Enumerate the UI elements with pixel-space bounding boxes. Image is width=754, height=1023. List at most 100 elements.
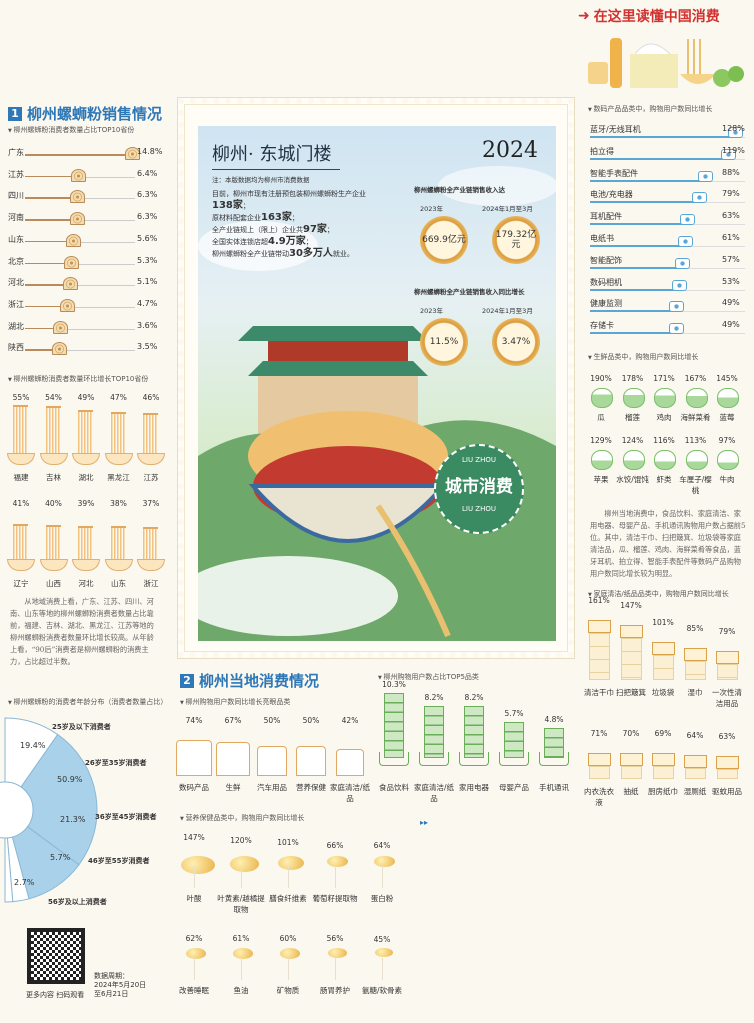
growth-value: 47% xyxy=(110,393,127,402)
growth-value: 39% xyxy=(77,499,95,508)
apple-icon xyxy=(685,388,708,408)
fresh-value: 113% xyxy=(684,436,707,445)
provinces-subtitle: 柳州螺蛳粉消费者数量占比TOP10省份 xyxy=(8,125,134,135)
top5-category: 家用电器 xyxy=(459,783,489,792)
camera-icon xyxy=(721,148,737,160)
period-label: 数据周期： xyxy=(94,972,129,980)
capsule-icon xyxy=(280,948,301,959)
hot-category: 数码产品 xyxy=(179,783,209,792)
hot-subtitle: 柳州购物用户数同比增长亮眼品类 xyxy=(180,697,290,707)
tissue-box-icon xyxy=(620,752,643,766)
fact-text: 原材料配套企业 xyxy=(212,214,261,222)
section-title-text: 柳州当地消费情况 xyxy=(199,672,320,690)
digital-category: 健康监测 xyxy=(590,299,622,309)
digital-value: 61% xyxy=(722,233,740,242)
top5-category: 食品饮料 xyxy=(379,783,409,792)
clean-value: 85% xyxy=(686,624,704,634)
fresh-category: 虾类 xyxy=(656,475,672,484)
stamp-fact: 目前，柳州市现有注册预包装柳州螺蛳粉生产企业 138家； xyxy=(212,188,382,212)
nutrition-value: 45% xyxy=(373,935,391,945)
digital-bar xyxy=(590,332,682,335)
province-value: 3.6% xyxy=(137,320,158,330)
stamp-year: 2024 xyxy=(482,138,538,163)
snail-bar xyxy=(25,154,130,156)
growth-value: 46% xyxy=(142,393,160,402)
noodle-bar xyxy=(110,526,126,561)
digital-category: 拍立得 xyxy=(590,146,614,156)
shopping-cart-icon xyxy=(419,752,449,766)
growth-province: 辽宁 xyxy=(13,579,29,588)
fact-number: 163家 xyxy=(261,212,292,223)
toilet-roll-icon xyxy=(336,748,364,776)
noodle-bar xyxy=(45,405,61,455)
bar-track xyxy=(65,306,135,308)
clean-category: 抽纸 xyxy=(623,787,639,796)
snail-icon xyxy=(64,255,80,269)
noodle-bar xyxy=(143,413,158,455)
section-number: 2 xyxy=(180,673,194,688)
top5-category: 家庭清洁/纸品 xyxy=(413,783,455,803)
top5-value: 8.2% xyxy=(424,693,444,703)
tissue-box-icon xyxy=(716,755,739,769)
toilet-roll-icon xyxy=(296,746,326,776)
snail-icon xyxy=(60,298,76,312)
tissue-box-icon xyxy=(588,752,611,766)
province-label: 山东 xyxy=(8,234,24,244)
fresh-category: 车厘子/樱桃 xyxy=(679,475,712,495)
bar-track xyxy=(703,202,745,204)
digital-category: 耳机配件 xyxy=(590,212,622,222)
growth-value: 38% xyxy=(110,499,127,508)
bar-track xyxy=(76,176,135,178)
digital-bar xyxy=(590,201,704,204)
stacked-bar xyxy=(464,706,484,758)
arrow-icon: ➜ xyxy=(578,8,590,24)
fresh-category: 鸡肉 xyxy=(656,413,672,422)
growth-province: 浙江 xyxy=(143,579,159,588)
growth-province: 山东 xyxy=(111,579,126,588)
fresh-value: 145% xyxy=(716,374,738,383)
fact-text: ； xyxy=(291,214,299,222)
camera-icon xyxy=(672,279,688,291)
age-slice-label: 21.3% xyxy=(60,815,86,824)
bar-track xyxy=(57,350,135,352)
clean-category: 内衣洗衣液 xyxy=(584,787,614,807)
nutrition-category: 鱼油 xyxy=(233,986,249,995)
stem-line xyxy=(241,958,242,980)
stamp-note: 注：本版数据均为柳州市消费数据 xyxy=(212,176,310,184)
noodle-bowl-value: 11.5% xyxy=(420,318,468,366)
snail-icon xyxy=(70,212,86,226)
fact-number: 4.9万家 xyxy=(268,236,306,247)
user-icon xyxy=(0,781,34,839)
digital-category: 数码相机 xyxy=(590,277,622,287)
fresh-category: 水饺/馄饨 xyxy=(616,475,649,484)
data-period: 数据周期： 2024年5月20日至6月21日 xyxy=(94,972,150,999)
nutrition-value: 120% xyxy=(230,835,252,845)
snail-bar xyxy=(25,175,77,178)
nutrition-category: 改善睡眠 xyxy=(179,986,209,995)
badge-text: 城市消费 xyxy=(445,477,513,497)
hot-value: 50% xyxy=(302,716,320,725)
growth-value: 41% xyxy=(12,499,30,508)
fresh-value: 190% xyxy=(590,374,612,383)
snail-bar xyxy=(25,219,76,221)
section-number: 1 xyxy=(8,106,22,121)
nutrition-category: 膳食纤维素 xyxy=(269,894,307,903)
snail-icon xyxy=(52,342,68,356)
qr-code[interactable] xyxy=(27,928,85,984)
tissue-box-icon xyxy=(620,625,643,639)
capsule-icon xyxy=(229,856,260,872)
fresh-subtitle: 生鲜品类中，购物用户数同比增长 xyxy=(588,352,698,362)
noodle-bowl-value: 669.9亿元 xyxy=(420,216,468,264)
stamp-illustration: 柳州· 东城门楼 2024 注：本版数据均为柳州市消费数据 目前，柳州市现有注册… xyxy=(198,126,556,641)
nutrition-value: 147% xyxy=(183,833,205,842)
apple-icon xyxy=(717,450,739,470)
province-value: 6.4% xyxy=(137,168,158,178)
nutrition-value: 60% xyxy=(279,933,297,943)
bowl-icon xyxy=(137,453,165,465)
hot-category: 生鲜 xyxy=(225,783,241,792)
digital-bar xyxy=(590,288,685,291)
top5-value: 5.7% xyxy=(504,709,524,719)
hot-category: 汽车用品 xyxy=(257,783,287,792)
snail-bar xyxy=(25,197,76,199)
bowl-icon xyxy=(137,559,165,571)
